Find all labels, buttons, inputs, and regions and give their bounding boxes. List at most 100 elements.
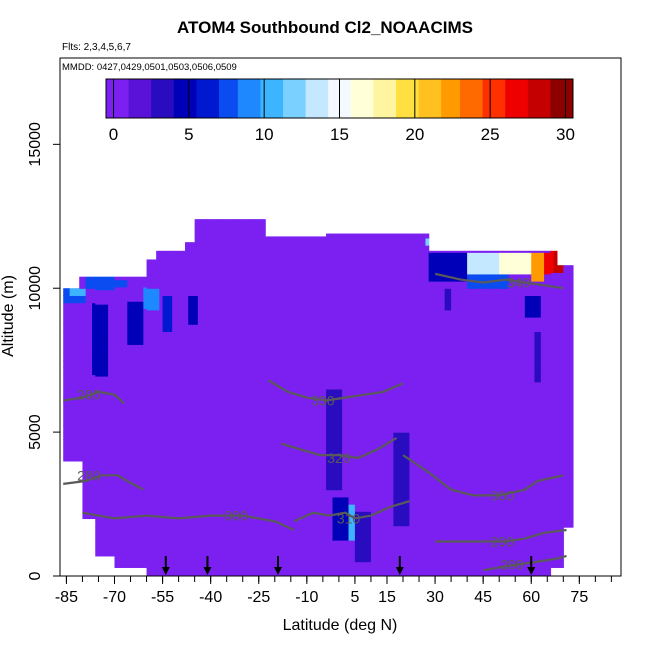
heat-cell xyxy=(172,525,177,534)
heat-cell xyxy=(159,281,164,289)
heat-cell xyxy=(390,338,394,347)
heat-cell xyxy=(108,347,112,356)
heat-cell xyxy=(98,361,103,370)
heat-cell xyxy=(303,352,308,361)
heat-cell xyxy=(156,460,160,469)
heat-cell xyxy=(98,296,103,305)
heat-cell xyxy=(242,460,247,469)
heat-cell xyxy=(124,337,128,345)
heat-cell xyxy=(406,338,411,347)
heat-cell xyxy=(261,295,266,304)
heat-cell xyxy=(63,345,68,354)
heat-cell xyxy=(351,388,356,397)
heat-cell xyxy=(136,315,141,324)
heat-cell xyxy=(351,245,356,253)
heat-cell xyxy=(197,504,202,512)
heat-cell xyxy=(204,403,209,412)
heat-cell xyxy=(255,511,260,520)
heat-cell xyxy=(345,424,350,433)
heat-cell xyxy=(386,468,391,476)
heat-cell xyxy=(111,332,116,341)
heat-cell xyxy=(220,417,225,426)
heat-cell xyxy=(63,288,68,297)
heat-cell xyxy=(88,302,93,311)
heat-cell xyxy=(66,367,71,376)
heat-cell xyxy=(188,317,193,325)
heat-cell xyxy=(354,496,359,505)
heat-cell xyxy=(117,373,122,381)
heat-cell xyxy=(345,475,350,484)
heat-cell xyxy=(367,453,372,462)
heat-cell xyxy=(415,568,420,576)
heat-cell xyxy=(361,532,366,541)
heat-cell xyxy=(76,338,80,347)
heat-cell xyxy=(338,403,343,412)
heat-cell xyxy=(313,237,318,246)
heat-cell xyxy=(348,468,353,476)
heat-cell xyxy=(303,403,308,412)
heat-cell xyxy=(358,460,362,469)
heat-cell xyxy=(306,317,311,325)
heat-cell xyxy=(159,511,164,520)
heat-cell xyxy=(348,424,353,433)
heat-cell xyxy=(332,532,337,541)
heat-cell xyxy=(310,374,314,383)
heat-cell xyxy=(294,374,298,383)
heat-cell xyxy=(319,360,324,368)
heat-cell xyxy=(306,453,311,462)
heat-cell xyxy=(88,324,93,332)
heat-cell xyxy=(335,309,340,318)
heat-cell xyxy=(364,388,369,397)
heat-cell xyxy=(335,403,340,412)
heat-cell xyxy=(172,568,177,576)
heat-cell xyxy=(364,259,369,268)
heat-cell xyxy=(287,432,292,440)
heat-cell xyxy=(194,331,199,340)
heat-cell xyxy=(175,511,180,520)
heat-cell xyxy=(172,424,177,433)
heat-cell xyxy=(271,288,276,297)
heat-cell xyxy=(175,317,180,325)
heat-cell xyxy=(351,338,356,347)
heat-cell xyxy=(268,324,273,332)
heat-cell xyxy=(130,545,135,554)
heat-cell xyxy=(233,230,237,239)
heat-cell xyxy=(322,482,327,491)
heat-cell xyxy=(63,410,68,419)
heat-cell xyxy=(108,383,112,391)
heat-cell xyxy=(191,338,196,347)
heat-cell xyxy=(326,360,330,368)
heat-cell xyxy=(268,504,273,512)
heat-cell xyxy=(322,259,327,268)
heat-cell xyxy=(386,388,391,397)
heat-cell xyxy=(258,374,263,383)
heat-cell xyxy=(117,445,122,453)
heat-cell xyxy=(136,423,141,432)
heat-cell xyxy=(252,424,257,433)
heat-cell xyxy=(393,324,398,332)
heat-cell xyxy=(290,460,295,469)
heat-cell xyxy=(345,338,350,347)
heat-cell xyxy=(361,237,366,246)
heat-cell xyxy=(223,396,228,404)
heat-cell xyxy=(354,352,359,361)
heat-cell xyxy=(319,237,324,246)
heat-cell xyxy=(348,532,353,541)
heat-cell xyxy=(290,504,295,512)
heat-cell xyxy=(294,468,298,476)
heat-cell xyxy=(374,525,378,534)
heat-cell xyxy=(271,281,276,289)
heat-cell xyxy=(178,554,183,563)
heat-cell xyxy=(172,532,177,541)
heat-cell xyxy=(69,345,74,354)
heat-cell xyxy=(335,324,340,332)
heat-cell xyxy=(188,381,193,390)
heat-cell xyxy=(124,365,128,374)
heat-cell xyxy=(242,295,247,304)
heat-cell xyxy=(124,524,128,532)
heat-cell xyxy=(88,496,93,505)
heat-cell xyxy=(149,532,154,541)
heat-cell xyxy=(152,439,157,448)
heat-cell xyxy=(367,446,372,455)
heat-cell xyxy=(255,219,260,225)
